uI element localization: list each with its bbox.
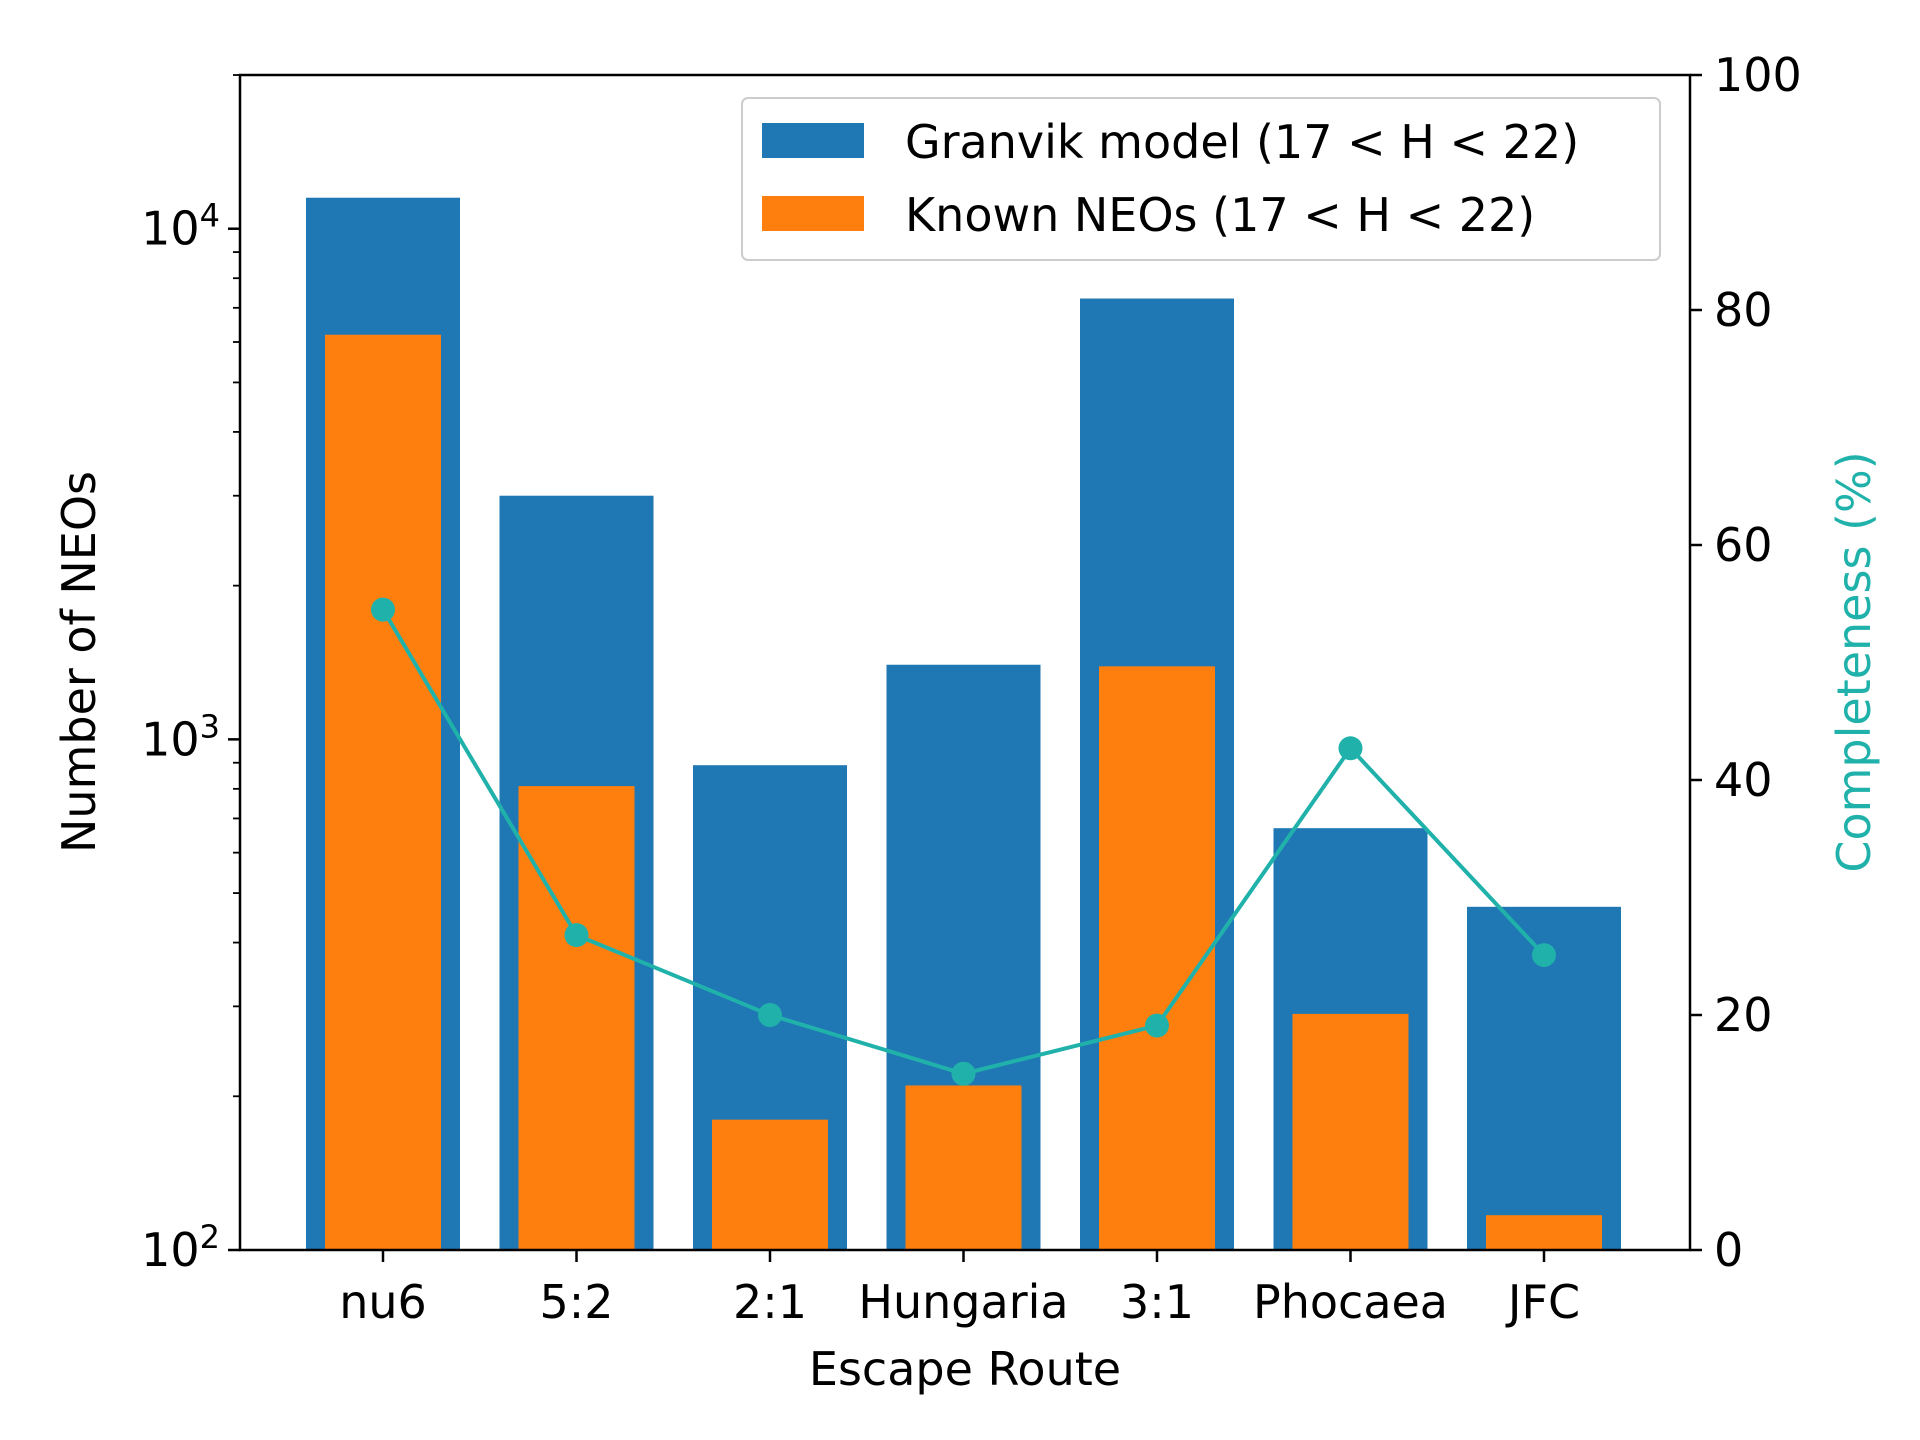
- x-tick-label-0: nu6: [339, 1275, 427, 1329]
- plot-frame: [238, 73, 1692, 1252]
- y2-tick-label-0: 0: [1714, 1223, 1743, 1277]
- legend-swatch-granvik: [762, 123, 864, 158]
- bar-known-0: [325, 334, 441, 1250]
- x-axis-title: Escape Route: [809, 1342, 1121, 1396]
- completeness-point-1: [564, 923, 589, 948]
- completeness-point-0: [371, 597, 395, 622]
- bar-known-1: [518, 786, 635, 1250]
- y2-axis-title: Completeness (%): [1827, 451, 1881, 872]
- completeness-point-5: [1338, 736, 1363, 761]
- y2-tick-label-1: 20: [1714, 988, 1773, 1042]
- legend-label-known: Known NEOs (17 < H < 22): [905, 188, 1535, 242]
- y-tick-label-0: 102: [141, 1218, 220, 1277]
- y-tick-label-2: 104: [141, 197, 220, 256]
- legend-frame: [741, 97, 1661, 261]
- completeness-point-4: [1145, 1013, 1169, 1038]
- completeness-point-6: [1532, 943, 1556, 968]
- legend-label-granvik: Granvik model (17 < H < 22): [905, 115, 1579, 169]
- completeness-point-2: [758, 1003, 782, 1027]
- bar-known-4: [1099, 666, 1215, 1250]
- x-tick-label-5: Phocaea: [1253, 1275, 1448, 1329]
- bar-known-6: [1486, 1215, 1602, 1250]
- legend: Granvik model (17 < H < 22) Known NEOs (…: [741, 97, 1661, 261]
- x-tick-label-1: 5:2: [539, 1275, 613, 1329]
- y2-tick-label-5: 100: [1714, 48, 1802, 102]
- y2-tick-label-4: 80: [1714, 283, 1773, 337]
- bar-known-2: [712, 1119, 828, 1250]
- x-tick-label-6: JFC: [1505, 1275, 1580, 1329]
- legend-swatch-known: [762, 196, 864, 231]
- completeness-point-3: [951, 1061, 976, 1086]
- x-tick-label-2: 2:1: [733, 1275, 807, 1329]
- y2-tick-label-3: 60: [1714, 518, 1773, 572]
- y2-tick-label-2: 40: [1714, 753, 1773, 807]
- x-tick-label-4: 3:1: [1120, 1275, 1194, 1329]
- y-tick-label-1: 103: [141, 707, 220, 766]
- y-axis-title: Number of NEOs: [52, 471, 106, 853]
- x-tick-label-3: Hungaria: [858, 1275, 1068, 1329]
- bar-known-5: [1292, 1013, 1409, 1250]
- bar-known-3: [905, 1085, 1022, 1250]
